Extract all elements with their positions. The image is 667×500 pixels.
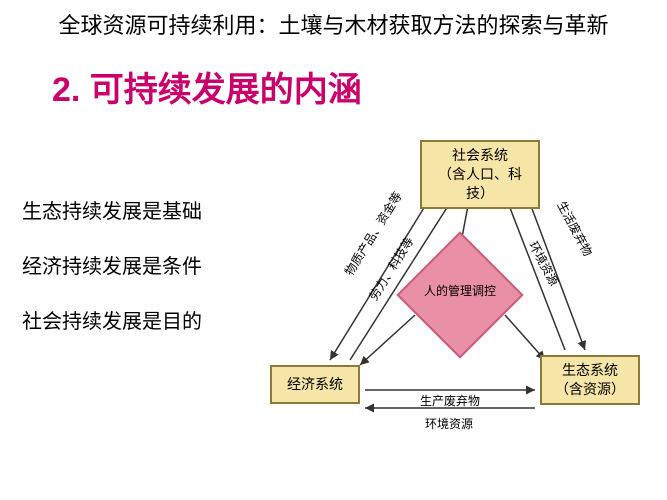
node-label: 经济系统 xyxy=(278,375,352,394)
bullet-item: 生态持续发展是基础 xyxy=(22,195,202,224)
node-center-label: 人的管理调控 xyxy=(415,282,505,299)
section-title: 2. 可持续发展的内涵 xyxy=(0,44,667,125)
bullet-list: 生态持续发展是基础 经济持续发展是条件 社会持续发展是目的 xyxy=(22,195,202,360)
bullet-item: 社会持续发展是目的 xyxy=(22,305,202,334)
node-label: 生态系统 xyxy=(550,361,630,380)
node-label: 社会系统 xyxy=(430,146,530,165)
node-ecological-system: 生态系统 （含资源） xyxy=(540,355,640,405)
node-social-system: 社会系统 （含人口、科技） xyxy=(420,140,540,209)
node-economic-system: 经济系统 xyxy=(270,365,360,404)
node-sublabel: （含资源） xyxy=(550,380,630,399)
edge-label: 环境资源 xyxy=(425,415,473,432)
page-title: 全球资源可持续利用：土壤与木材获取方法的探索与革新 xyxy=(0,0,667,44)
bullet-item: 经济持续发展是条件 xyxy=(22,250,202,279)
edge-label: 环境资源 xyxy=(525,238,563,288)
edge-label: 生产废弃物 xyxy=(420,392,480,409)
sustainability-diagram: 社会系统 （含人口、科技） 经济系统 生态系统 （含资源） 人的管理调控 物质产… xyxy=(270,140,660,480)
node-sublabel: （含人口、科技） xyxy=(430,165,530,203)
edge-label: 生活废弃物 xyxy=(553,198,596,259)
